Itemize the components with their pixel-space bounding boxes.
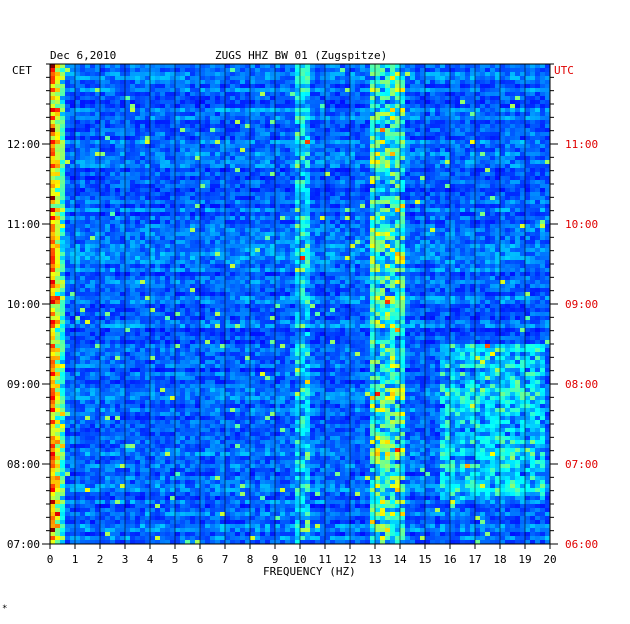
- x-tick-label: 13: [368, 553, 381, 566]
- utc-axis-title: UTC: [554, 64, 574, 77]
- x-tick-label: 10: [293, 553, 306, 566]
- x-tick-label: 14: [393, 553, 407, 566]
- x-tick-label: 18: [493, 553, 506, 566]
- x-tick-label: 0: [47, 553, 54, 566]
- x-tick-label: 4: [147, 553, 154, 566]
- y-right-tick-label: 10:00: [565, 218, 598, 231]
- x-tick-label: 17: [468, 553, 481, 566]
- y-right-tick-label: 08:00: [565, 378, 598, 391]
- x-tick-label: 3: [122, 553, 129, 566]
- date-label: Dec 6,2010: [50, 49, 117, 62]
- x-tick-label: 5: [172, 553, 179, 566]
- y-left-tick-label: 08:00: [7, 458, 40, 471]
- station-title: ZUGS HHZ BW 01 (Zugspitze): [215, 49, 388, 62]
- x-tick-label: 2: [97, 553, 104, 566]
- footer-mark: *: [2, 604, 8, 614]
- x-tick-label: 9: [272, 553, 279, 566]
- x-tick-label: 16: [443, 553, 456, 566]
- y-right-tick-label: 09:00: [565, 298, 598, 311]
- cet-axis-title: CET: [12, 64, 32, 77]
- x-tick-label: 8: [247, 553, 254, 566]
- x-tick-label: 20: [543, 553, 556, 566]
- y-right-tick-label: 07:00: [565, 458, 598, 471]
- x-tick-label: 1: [72, 553, 79, 566]
- y-left-tick-label: 12:00: [7, 138, 40, 151]
- x-tick-label: 7: [222, 553, 229, 566]
- y-left-tick-label: 07:00: [7, 538, 40, 551]
- x-tick-label: 6: [197, 553, 204, 566]
- spectrogram-cells: [50, 64, 550, 544]
- y-left-tick-label: 11:00: [7, 218, 40, 231]
- y-right-tick-label: 06:00: [565, 538, 598, 551]
- x-axis-label: FREQUENCY (HZ): [263, 565, 356, 578]
- y-left-tick-label: 09:00: [7, 378, 40, 391]
- y-left-tick-label: 10:00: [7, 298, 40, 311]
- x-tick-label: 15: [418, 553, 431, 566]
- x-tick-label: 11: [318, 553, 331, 566]
- x-tick-label: 12: [343, 553, 356, 566]
- x-tick-label: 19: [518, 553, 531, 566]
- y-right-tick-label: 11:00: [565, 138, 598, 151]
